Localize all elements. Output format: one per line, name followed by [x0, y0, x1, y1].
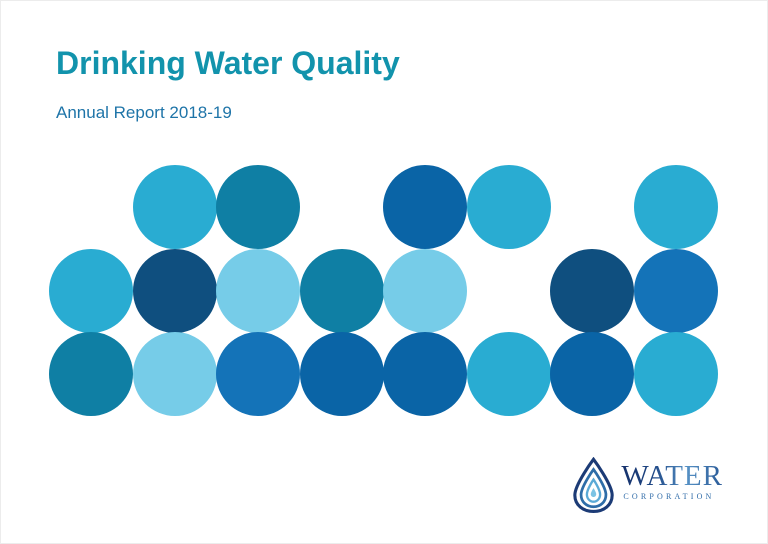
mosaic-circle — [299, 332, 384, 416]
mosaic-circle — [216, 248, 300, 333]
water-corporation-logo: WATER CORPORATION — [570, 457, 723, 513]
mosaic-circle — [466, 165, 551, 249]
mosaic-circle — [550, 248, 634, 333]
mosaic-circle — [49, 248, 133, 333]
mosaic-circle — [216, 332, 300, 416]
mosaic-circle — [132, 248, 217, 333]
mosaic-circle — [132, 332, 217, 416]
mosaic-circle — [132, 165, 217, 249]
mosaic-circle — [299, 248, 384, 333]
mosaic-circle — [633, 332, 718, 416]
mosaic-circle — [633, 165, 718, 249]
logo-name: WATER — [621, 460, 723, 492]
mosaic-circle — [550, 332, 634, 416]
water-drop-icon — [573, 457, 615, 513]
logo-subname: CORPORATION — [623, 492, 715, 501]
mosaic-circle — [466, 332, 551, 416]
mosaic-circle — [633, 248, 718, 333]
mosaic-circle — [216, 165, 300, 249]
mosaic-circle — [383, 248, 467, 333]
page-title: Drinking Water Quality — [56, 45, 400, 81]
mosaic-circle — [383, 332, 467, 416]
mosaic-circle — [383, 165, 467, 249]
page-subtitle: Annual Report 2018-19 — [56, 103, 232, 122]
logo-text: WATER CORPORATION — [621, 457, 723, 502]
mosaic-circle — [49, 332, 133, 416]
